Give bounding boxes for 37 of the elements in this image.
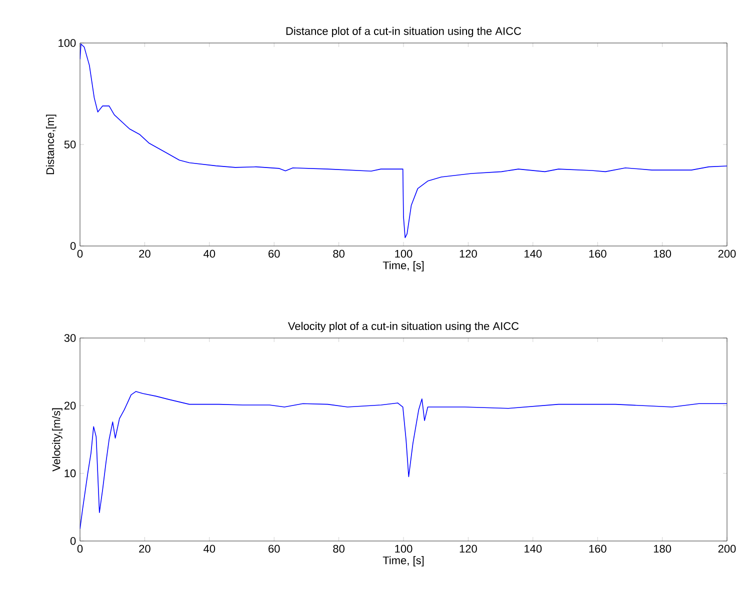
x-tick-label: 180 xyxy=(654,250,672,258)
x-tick-label: 80 xyxy=(333,544,344,553)
x-tick-label: 40 xyxy=(204,544,216,553)
x-tick-label: 20 xyxy=(139,250,150,258)
x-tick-label: 200 xyxy=(718,250,736,258)
x-tick-label: 60 xyxy=(268,544,280,553)
y-tick-label: 0 xyxy=(70,242,76,250)
x-tick-label: 100 xyxy=(395,250,412,258)
x-tick-label: 120 xyxy=(460,544,477,553)
y-axis-title: Velocity,[m/s] xyxy=(52,408,62,472)
x-tick-label: 160 xyxy=(589,544,606,553)
line-series xyxy=(80,391,728,530)
line-series xyxy=(80,44,728,238)
x-tick-label: 140 xyxy=(524,544,542,553)
x-tick-label: 80 xyxy=(333,250,344,258)
x-tick-label: 60 xyxy=(268,250,280,258)
y-axis-title: Distance,[m] xyxy=(46,114,56,174)
chart-title: Distance plot of a cut-in situation using the AICC xyxy=(286,26,522,38)
y-tick-label: 50 xyxy=(64,140,76,148)
y-tick-label: 20 xyxy=(64,402,76,410)
x-tick-label: 0 xyxy=(77,544,83,553)
x-tick-label: 20 xyxy=(139,544,150,553)
y-tick-label: 30 xyxy=(64,334,76,342)
x-tick-label: 140 xyxy=(524,250,542,258)
y-tick-label: 10 xyxy=(64,469,76,478)
x-axis-title: Time, [s] xyxy=(382,261,424,272)
chart-title: Velocity plot of a cut-in situation using the AICC xyxy=(288,322,519,332)
x-tick-label: 180 xyxy=(654,544,672,553)
x-tick-label: 0 xyxy=(77,250,83,258)
x-tick-label: 200 xyxy=(718,544,736,553)
y-tick-label: 100 xyxy=(58,39,76,47)
y-tick-label: 0 xyxy=(70,537,76,545)
x-axis-title: Time, [s] xyxy=(382,556,424,566)
x-tick-label: 160 xyxy=(589,250,606,258)
x-tick-label: 40 xyxy=(204,250,216,258)
x-tick-label: 100 xyxy=(395,544,412,553)
x-tick-label: 120 xyxy=(460,250,477,258)
